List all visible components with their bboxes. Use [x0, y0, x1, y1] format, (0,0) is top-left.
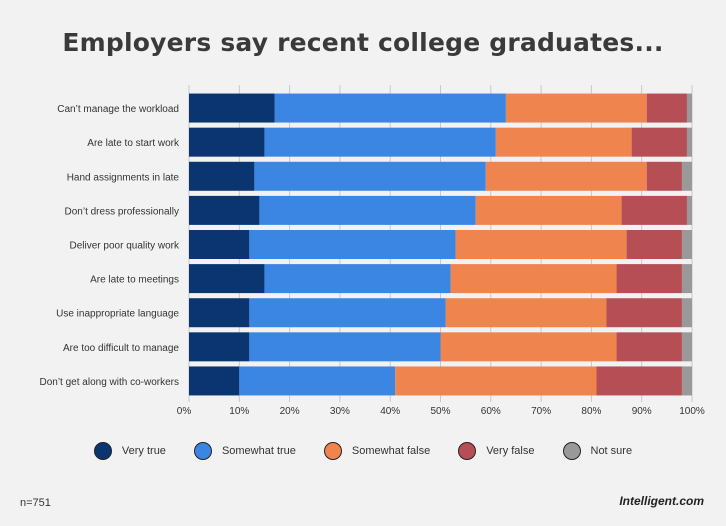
legend-item: Not sure — [562, 441, 633, 461]
category-label: Use inappropriate language — [56, 309, 179, 320]
legend-item: Somewhat true — [193, 441, 296, 461]
category-label: Hand assignments in late — [67, 172, 180, 183]
bar-segment — [450, 264, 617, 294]
bar-segment — [189, 332, 250, 362]
bar-segment — [475, 195, 622, 225]
x-tick-label: 80% — [581, 406, 601, 417]
bar-segment — [189, 298, 250, 328]
bar-segment — [249, 230, 456, 259]
chart-title: Employers say recent college graduates..… — [62, 28, 664, 57]
bar-segment — [495, 127, 632, 157]
bar-segment — [239, 366, 396, 396]
bar-segment — [189, 93, 275, 123]
bar-segment — [621, 195, 687, 225]
legend-swatch — [93, 442, 112, 460]
bar-segment — [189, 195, 260, 225]
x-tick-label: 90% — [632, 406, 652, 417]
x-tick-label: 30% — [330, 406, 350, 417]
bar-segment — [646, 161, 682, 191]
bar-segment — [681, 161, 692, 191]
category-label: Deliver poor quality work — [70, 241, 180, 252]
bar-segment — [264, 127, 496, 157]
x-tick-label: 20% — [280, 406, 300, 417]
bar-segment — [686, 127, 692, 157]
x-tick-label: 0% — [177, 406, 192, 417]
legend-label: Not sure — [590, 445, 633, 457]
bar-segment — [686, 195, 692, 225]
bar-segment — [264, 264, 451, 294]
bar-segment — [681, 298, 692, 328]
bar-segment — [596, 366, 682, 396]
bar-segment — [681, 332, 692, 362]
bar-segment — [616, 332, 682, 362]
x-tick-label: 100% — [679, 406, 705, 417]
bar-segment — [259, 195, 476, 225]
category-label: Don’t get along with co-workers — [39, 377, 179, 388]
category-label: Don’t dress professionally — [65, 206, 180, 217]
bar-segment — [445, 298, 607, 328]
category-label: Are late to start work — [87, 138, 180, 149]
bar-segment — [626, 230, 682, 259]
brand-logo-text: Intelligent.com — [619, 494, 704, 508]
x-tick-label: 50% — [430, 406, 450, 417]
x-tick-label: 40% — [380, 406, 400, 417]
bar-segment — [189, 127, 265, 157]
legend-swatch — [323, 442, 342, 460]
bar-segment — [505, 93, 647, 123]
legend-item: Very false — [458, 441, 535, 461]
bar-segment — [681, 264, 692, 294]
bar-segment — [254, 161, 486, 191]
x-tick-label: 10% — [229, 406, 249, 417]
bar-segment — [646, 93, 687, 123]
stacked-bar-chart: 0% 10% 20% 30% 40% 50% 60% 70% 80% 90% 100% Can’t m… — [39, 85, 705, 417]
category-label: Can’t manage the workload — [57, 104, 179, 115]
legend-label: Somewhat true — [221, 445, 296, 457]
bar-segment — [686, 93, 692, 123]
legend-item: Very true — [93, 441, 166, 461]
bar-segment — [455, 230, 627, 259]
bar-segment — [616, 264, 682, 294]
bar-segment — [189, 264, 265, 294]
legend-label: Somewhat false — [351, 445, 431, 457]
bar-segment — [681, 366, 692, 396]
sample-size-note: n=751 — [20, 497, 51, 509]
bar-segment — [249, 332, 441, 362]
legend-swatch — [193, 442, 212, 460]
bar-segment — [249, 298, 446, 328]
bar-segment — [189, 230, 250, 259]
bar-segment — [274, 93, 506, 123]
legend-swatch — [458, 442, 477, 460]
legend-swatch — [562, 442, 581, 460]
bar-segment — [440, 332, 617, 362]
x-tick-label: 60% — [481, 406, 501, 417]
bar-segment — [606, 298, 682, 328]
chart-legend: Very true Somewhat true Somewhat false Very… — [0, 441, 726, 461]
legend-item: Somewhat false — [323, 441, 431, 461]
bar-segment — [395, 366, 597, 396]
bar-segment — [631, 127, 687, 157]
legend-label: Very true — [121, 445, 166, 457]
bar-segment — [681, 230, 692, 259]
bar-segment — [189, 366, 240, 396]
bar-segment — [485, 161, 647, 191]
category-label: Are late to meetings — [90, 275, 179, 286]
x-tick-label: 70% — [531, 406, 551, 417]
bar-segment — [189, 161, 255, 191]
legend-label: Very false — [486, 445, 535, 457]
category-label: Are too difficult to manage — [63, 343, 179, 354]
